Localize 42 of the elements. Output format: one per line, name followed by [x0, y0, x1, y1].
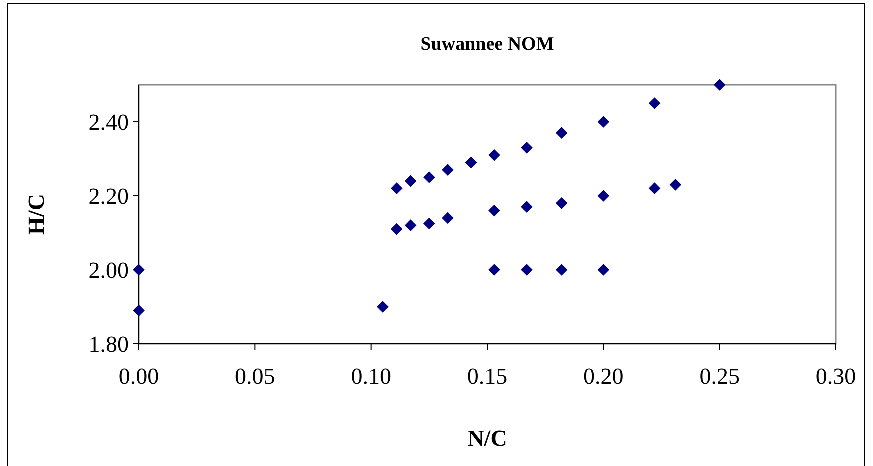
x-tick-label: 0.00 [118, 364, 160, 389]
x-tick-label: 0.20 [584, 364, 624, 389]
point [648, 98, 661, 110]
x-tick-label: 0.10 [351, 364, 392, 389]
point [424, 218, 436, 230]
point [404, 175, 417, 188]
y-tick-label: 2.00 [88, 258, 129, 284]
point [521, 142, 533, 154]
point [390, 223, 403, 236]
point [556, 127, 568, 140]
point [648, 182, 661, 195]
x-axis-title: N/C [468, 426, 508, 451]
point [424, 172, 436, 184]
y-tick-label: 1.80 [88, 332, 129, 358]
y-tick-label: 2.40 [88, 110, 129, 136]
point [377, 301, 389, 313]
point [556, 264, 568, 276]
point [598, 116, 610, 128]
point [556, 197, 568, 210]
point [598, 264, 610, 276]
point [488, 149, 500, 162]
point [133, 304, 145, 317]
x-tick-label: 0.05 [235, 364, 276, 389]
point [598, 190, 610, 202]
point [488, 264, 500, 276]
point [442, 212, 454, 224]
point [442, 164, 454, 176]
point [390, 182, 403, 195]
chart-title: Suwannee NOM [420, 34, 554, 55]
point [404, 220, 417, 232]
point [714, 79, 726, 91]
point [465, 156, 478, 169]
y-axis-title: H/C [24, 194, 49, 235]
x-tick-label: 0.25 [700, 364, 740, 389]
point [133, 264, 145, 276]
x-tick-label: 0.15 [467, 364, 508, 389]
point [670, 178, 682, 191]
point [521, 264, 533, 276]
y-tick-label: 2.20 [88, 184, 129, 210]
point [488, 204, 500, 217]
x-tick-label: 0.30 [816, 364, 856, 389]
point [521, 201, 533, 214]
